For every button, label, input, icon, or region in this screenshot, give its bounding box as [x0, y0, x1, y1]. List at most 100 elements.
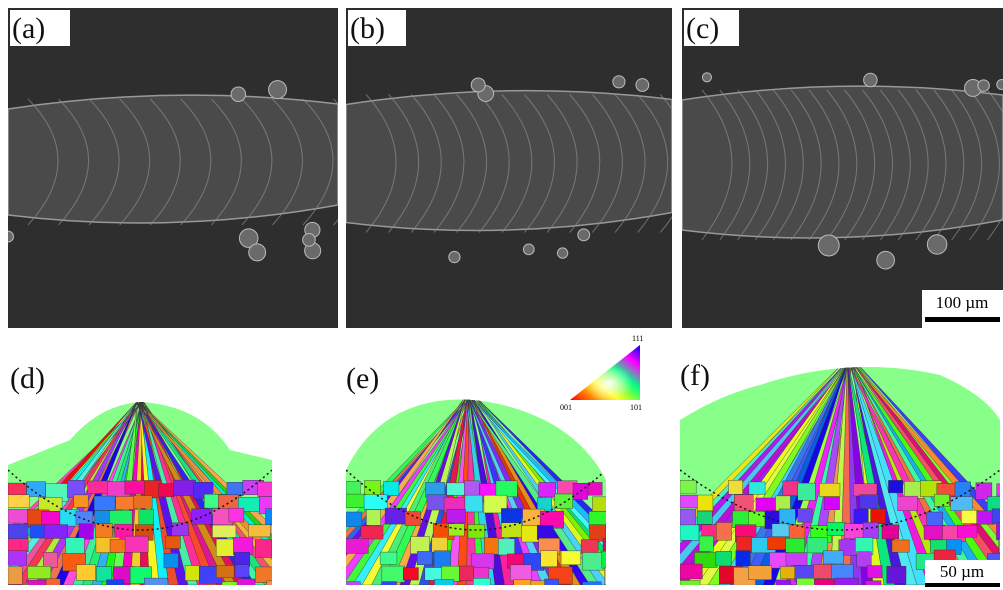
ipf-label: 101	[630, 403, 642, 412]
grain	[484, 538, 498, 555]
grain	[403, 568, 418, 580]
grain	[8, 567, 22, 585]
grain	[471, 554, 494, 569]
grain	[756, 498, 777, 511]
grain	[961, 510, 978, 523]
panel-label: (d)	[10, 362, 45, 395]
spatter	[449, 251, 460, 262]
grain	[779, 509, 795, 525]
grain	[46, 579, 60, 590]
grain	[863, 522, 878, 538]
grain	[992, 509, 1003, 524]
grain	[772, 524, 790, 537]
spatter	[3, 231, 14, 242]
grain	[229, 508, 244, 522]
grain	[934, 494, 949, 506]
grain	[582, 582, 601, 590]
grain	[380, 552, 397, 564]
grain	[997, 484, 1003, 496]
grain	[364, 495, 387, 510]
grain	[234, 552, 250, 567]
grain	[835, 578, 859, 590]
spatter	[231, 87, 246, 102]
spatter	[636, 79, 649, 92]
grain	[366, 510, 380, 526]
grain	[819, 483, 840, 496]
scale-bar-label: 100 µm	[936, 293, 989, 312]
grain	[716, 551, 732, 565]
grain	[602, 551, 618, 568]
grain	[501, 523, 521, 538]
grain	[159, 484, 175, 497]
grain	[798, 483, 816, 500]
grain	[346, 494, 366, 508]
grain	[748, 566, 771, 580]
spatter	[523, 244, 534, 255]
grain	[434, 580, 454, 590]
grain	[39, 497, 63, 511]
grain	[79, 524, 93, 539]
grain	[776, 580, 791, 590]
sem-panel	[682, 8, 1003, 328]
grain	[125, 481, 145, 494]
grain	[892, 540, 909, 552]
grain	[43, 552, 57, 567]
grain	[798, 509, 812, 523]
grain	[582, 553, 604, 571]
grain	[860, 495, 879, 509]
grain	[382, 582, 397, 590]
grain	[8, 524, 28, 540]
grain	[144, 578, 167, 590]
grain	[697, 511, 712, 524]
spatter	[613, 76, 625, 88]
grain	[434, 551, 451, 568]
ebsd-panel	[286, 395, 670, 590]
grain	[680, 480, 696, 494]
ipf-triangle-center	[570, 345, 640, 400]
grain	[729, 480, 743, 494]
grain	[853, 484, 877, 496]
grain	[716, 522, 731, 540]
grain	[951, 497, 973, 511]
grain	[384, 481, 399, 495]
sem-panel	[3, 8, 364, 328]
grain	[106, 580, 123, 590]
scale-bar	[925, 317, 1000, 322]
grain	[736, 536, 752, 552]
grain	[573, 483, 588, 499]
grain	[473, 578, 490, 590]
spatter	[818, 235, 839, 256]
sem-images	[3, 8, 1003, 328]
grain	[955, 482, 971, 499]
panel-label: (c)	[686, 12, 719, 45]
grain	[887, 566, 906, 583]
grain	[498, 539, 514, 555]
grain	[27, 566, 50, 578]
grain	[464, 481, 479, 496]
grain	[590, 525, 612, 542]
panel-label: (f)	[680, 359, 710, 392]
ebsd-maps	[0, 360, 1003, 590]
grain	[514, 580, 532, 590]
grain	[857, 552, 872, 567]
grain	[680, 580, 700, 590]
figure: (a) (b) (c) 100 µm (d) (e) (f) 111 001 1…	[0, 0, 1003, 590]
grain	[924, 525, 945, 539]
grain	[465, 495, 483, 512]
grain	[814, 579, 835, 590]
panel-label: (a)	[12, 12, 45, 45]
spatter	[471, 78, 485, 92]
grain	[999, 539, 1003, 553]
grain	[427, 495, 447, 510]
grain	[258, 482, 280, 497]
spatter	[702, 73, 711, 82]
grain	[248, 525, 270, 537]
spatter	[864, 73, 877, 86]
grain	[216, 565, 234, 577]
spatter	[877, 251, 895, 269]
grain	[680, 525, 699, 540]
grain	[865, 581, 881, 590]
spatter	[269, 81, 287, 99]
grain	[411, 537, 430, 554]
grain	[346, 582, 360, 590]
